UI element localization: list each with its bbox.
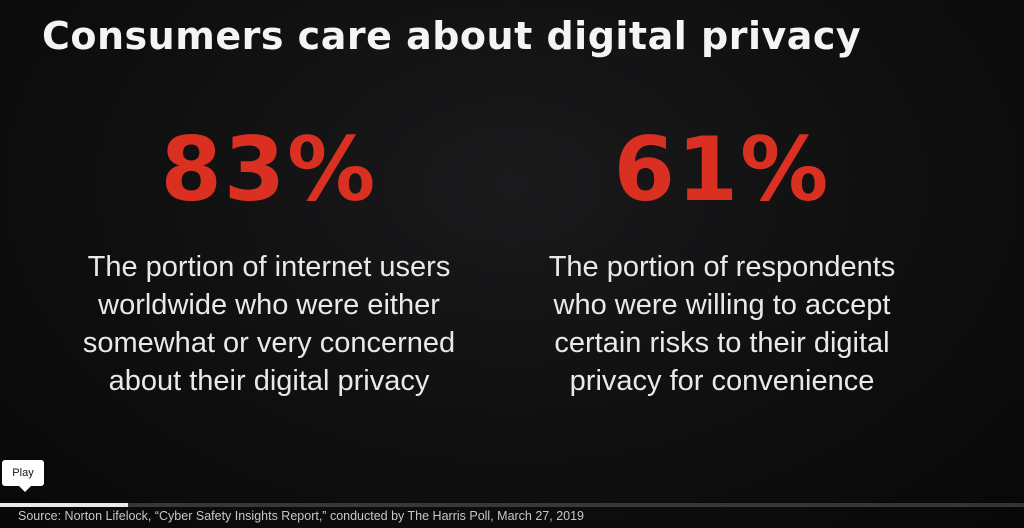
stat-description-line: privacy for convenience bbox=[569, 365, 875, 397]
stat-block-right: 61% The portion of respondents who were … bbox=[500, 118, 944, 400]
stat-description-line: worldwide who were either bbox=[98, 289, 440, 321]
stat-description-line: The portion of internet users bbox=[87, 251, 451, 283]
stat-description-line: certain risks to their digital bbox=[554, 327, 890, 359]
stat-value: 83% bbox=[160, 118, 378, 221]
stat-block-left: 83% The portion of internet users worldw… bbox=[50, 118, 488, 400]
video-progress-bar[interactable] bbox=[0, 503, 1024, 507]
progress-played bbox=[0, 503, 128, 507]
source-citation: Source: Norton Lifelock, “Cyber Safety I… bbox=[18, 509, 585, 523]
stat-description-line: about their digital privacy bbox=[108, 365, 430, 397]
stat-description-line: The portion of respondents bbox=[548, 251, 896, 283]
stat-description-line: who were willing to accept bbox=[553, 289, 891, 321]
stat-description: The portion of respondents who were will… bbox=[500, 248, 944, 400]
stat-value: 61% bbox=[613, 118, 831, 221]
slide-title: Consumers care about digital privacy bbox=[42, 14, 862, 58]
play-tooltip: Play bbox=[2, 460, 44, 492]
stat-description: The portion of internet users worldwide … bbox=[50, 248, 488, 400]
stat-description-line: somewhat or very concerned bbox=[82, 327, 456, 359]
